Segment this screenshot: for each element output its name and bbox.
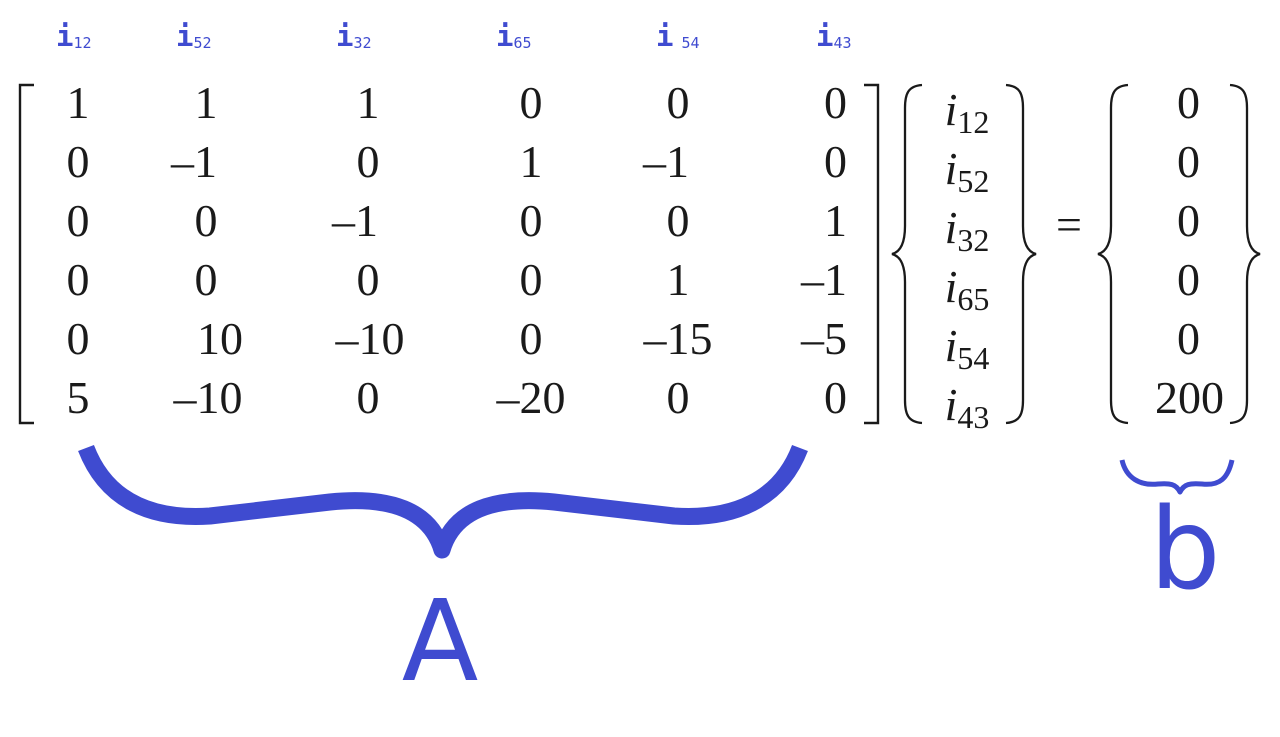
unknown-entry: i54 — [912, 320, 1022, 377]
matrix-cell: 0 — [66, 254, 90, 305]
unknown-letter: i — [944, 84, 958, 135]
unknown-letter: i — [944, 143, 958, 194]
matrix-cell: 1 — [356, 77, 380, 128]
annotation-brace-A — [78, 444, 808, 559]
matrix-cell: 1 — [824, 195, 847, 246]
unknown-letter: i — [944, 379, 958, 430]
column-header-letter: i — [496, 19, 514, 53]
vector-b-right-brace — [1229, 83, 1261, 425]
matrix-cell: 0 — [356, 136, 380, 187]
matrix-cell: 0 — [194, 195, 218, 246]
unknown-subscript: 52 — [957, 163, 990, 199]
matrix-cell: 0 — [519, 77, 543, 128]
unknown-subscript: 65 — [957, 281, 990, 317]
vector-b-entry: 0 — [1177, 195, 1200, 246]
unknown-subscript: 32 — [957, 222, 990, 258]
column-header: i32 — [336, 22, 372, 62]
matrix-cell: 1 — [666, 254, 690, 305]
column-header-letter: i — [816, 19, 834, 53]
unknown-entry: i52 — [912, 143, 1022, 200]
column-header: i 54 — [656, 22, 700, 62]
matrix-cell: –20 — [496, 372, 566, 423]
unknown-subscript: 12 — [957, 104, 990, 140]
matrix-cell: 0 — [66, 195, 90, 246]
unknown-entry: i43 — [912, 379, 1022, 436]
matrix-cell: 5 — [66, 372, 90, 423]
matrix-cell: 0 — [356, 254, 380, 305]
matrix-cell: 1 — [194, 77, 218, 128]
vector-x-left-brace — [891, 83, 923, 425]
matrix-cell: 1 — [519, 136, 543, 187]
matrix-right-bracket — [864, 83, 880, 425]
matrix-cell: –10 — [173, 372, 243, 423]
unknown-entry: i32 — [912, 202, 1022, 259]
unknown-subscript: 54 — [957, 340, 990, 376]
matrix-left-bracket — [18, 83, 34, 425]
column-header-letter: i — [656, 19, 674, 53]
column-header-subscript: 43 — [833, 34, 852, 52]
column-header-letter: i — [336, 19, 354, 53]
matrix-cell: 0 — [666, 372, 690, 423]
matrix-cell: –5 — [801, 313, 847, 364]
unknown-entry: i12 — [912, 84, 1022, 141]
column-header-letter: i — [176, 19, 194, 53]
vector-x-right-brace — [1005, 83, 1037, 425]
vector-b-left-brace — [1097, 83, 1129, 425]
matrix-cell: 0 — [519, 254, 543, 305]
matrix-cell: 1 — [66, 77, 90, 128]
matrix-cell: –1 — [643, 136, 689, 187]
vector-b-entry: 200 — [1155, 372, 1224, 423]
matrix-cell: 10 — [197, 313, 243, 364]
column-header-subscript: 65 — [513, 34, 532, 52]
vector-b-label: b — [1149, 485, 1221, 615]
unknown-subscript: 43 — [957, 399, 990, 435]
column-header: i12 — [56, 22, 92, 62]
column-header-letter: i — [56, 19, 74, 53]
matrix-A-label: A — [401, 577, 479, 707]
unknown-letter: i — [944, 320, 958, 371]
matrix-cell: 0 — [66, 313, 90, 364]
column-header: i65 — [496, 22, 532, 62]
matrix-cell: –1 — [801, 254, 847, 305]
annotation-brace-b — [1119, 459, 1235, 495]
unknown-letter: i — [944, 261, 958, 312]
column-header-subscript: 52 — [193, 34, 212, 52]
unknown-entry: i65 — [912, 261, 1022, 318]
matrix-cell: –10 — [335, 313, 405, 364]
column-header-subscript: 54 — [681, 34, 700, 52]
unknown-letter: i — [944, 202, 958, 253]
matrix-cell: 0 — [824, 136, 847, 187]
matrix-cell: 0 — [356, 372, 380, 423]
matrix-cell: 0 — [66, 136, 90, 187]
vector-b-entry: 0 — [1177, 77, 1200, 128]
matrix-cell: –1 — [332, 195, 378, 246]
column-header-subscript: 12 — [73, 34, 92, 52]
column-header: i52 — [176, 22, 212, 62]
matrix-cell: 0 — [519, 195, 543, 246]
equals-sign: = — [1056, 199, 1082, 250]
matrix-cell: 0 — [824, 372, 847, 423]
matrix-cell: 0 — [824, 77, 847, 128]
column-header-subscript: 32 — [353, 34, 372, 52]
vector-b-entry: 0 — [1177, 136, 1200, 187]
matrix-cell: –15 — [643, 313, 713, 364]
matrix-cell: 0 — [666, 195, 690, 246]
matrix-cell: 0 — [519, 313, 543, 364]
column-header: i43 — [816, 22, 852, 62]
matrix-cell: –1 — [171, 136, 217, 187]
vector-b-entry: 0 — [1177, 254, 1200, 305]
matrix-cell: 0 — [666, 77, 690, 128]
matrix-cell: 0 — [194, 254, 218, 305]
vector-b-entry: 0 — [1177, 313, 1200, 364]
